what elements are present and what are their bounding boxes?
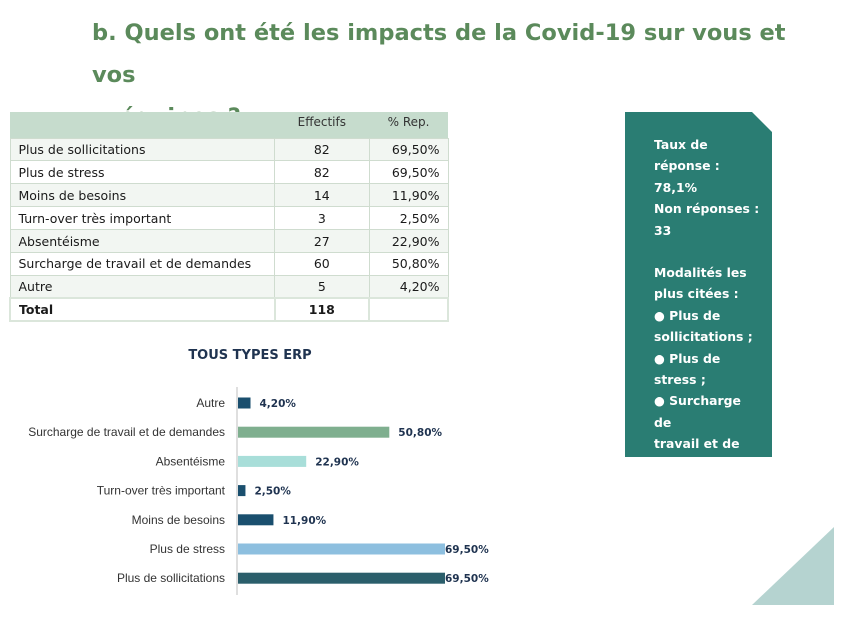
bar: [238, 455, 307, 467]
value-label: 2,50%: [254, 486, 291, 498]
table-row: Plus de stress 82 69,50%: [9, 160, 449, 185]
corner-triangle: [752, 527, 834, 605]
info-line: sollicitations ;: [654, 329, 753, 345]
row-count: 5: [274, 274, 370, 299]
total-label: Total: [9, 297, 276, 323]
category-label: Autre: [196, 396, 225, 410]
row-count: 27: [274, 229, 370, 253]
corner-decoration: [752, 527, 834, 605]
header-label: [10, 112, 275, 138]
row-pct: 2,50%: [368, 206, 449, 231]
info-line: Taux de: [654, 137, 708, 152]
info-line: stress ;: [654, 372, 706, 388]
info-line: ● Surcharge de: [654, 393, 741, 430]
results-table: Effectifs % Rep. Plus de sollicitations …: [9, 112, 449, 323]
row-label: Plus de sollicitations: [9, 137, 276, 162]
total-count: 118: [273, 297, 371, 323]
row-label: Turn-over très important: [9, 206, 276, 231]
category-label: Absentéisme: [156, 454, 226, 468]
info-line: réponse : 78,1%: [654, 158, 720, 195]
row-count: 60: [274, 251, 370, 276]
value-label: 69,50%: [445, 544, 489, 556]
info-line: ● Plus de: [654, 307, 721, 323]
bar: [238, 426, 390, 438]
category-label: Plus de sollicitations: [117, 571, 225, 585]
category-label: Moins de besoins: [132, 513, 225, 527]
row-pct: 69,50%: [368, 160, 449, 185]
bar-chart: Autre 4,20% Surcharge de travail et de dem…: [28, 387, 489, 595]
row-count: 3: [274, 206, 370, 231]
row-pct: 50,80%: [368, 251, 449, 276]
info-line: travail et de: [654, 436, 740, 452]
table-header-row: Effectifs % Rep.: [10, 112, 448, 138]
bar: [238, 397, 251, 409]
info-line: ● Plus de: [654, 350, 721, 366]
row-count: 82: [274, 160, 370, 185]
header-pct-rep: % Rep.: [369, 112, 448, 138]
row-label: Moins de besoins: [9, 183, 276, 208]
table-row: Plus de sollicitations 82 69,50%: [9, 137, 449, 162]
row-label: Absentéisme: [9, 229, 276, 253]
bar: [238, 514, 274, 526]
value-label: 11,90%: [282, 515, 326, 527]
chart-title: TOUS TYPES ERP: [188, 348, 312, 363]
info-line: plus citées :: [654, 286, 739, 302]
table-total-row: Total 118: [9, 297, 449, 323]
value-label: 50,80%: [398, 427, 442, 439]
value-label: 4,20%: [260, 398, 297, 410]
bar: [238, 485, 246, 497]
value-label: 22,90%: [315, 456, 359, 468]
table-row: Surcharge de travail et de demandes 60 5…: [9, 251, 449, 276]
bar: [238, 543, 445, 555]
info-line: 33: [654, 222, 672, 238]
row-pct: 11,90%: [368, 183, 449, 208]
row-pct: 69,50%: [368, 137, 449, 162]
table-row: Autre 5 4,20%: [9, 274, 449, 299]
row-pct: 22,90%: [368, 229, 449, 253]
category-label: Surcharge de travail et de demandes: [28, 425, 225, 439]
table-row: Moins de besoins 14 11,90%: [9, 183, 449, 208]
row-label: Autre: [9, 274, 276, 299]
info-box: Taux de réponse : 78,1% Non réponses : 3…: [625, 112, 772, 457]
info-line: demandes: [654, 455, 762, 457]
row-count: 14: [274, 183, 370, 208]
table-row: Absentéisme 27 22,90%: [9, 229, 449, 253]
row-count: 82: [274, 137, 370, 162]
total-pct: [368, 297, 449, 323]
info-line: Non réponses :: [654, 201, 760, 217]
category-label: Turn-over très important: [97, 484, 226, 498]
row-pct: 4,20%: [368, 274, 449, 299]
row-label: Plus de stress: [9, 160, 276, 185]
bar: [238, 572, 445, 584]
header-effectifs: Effectifs: [274, 112, 370, 138]
category-label: Plus de stress: [150, 542, 225, 556]
value-label: 69,50%: [445, 573, 489, 585]
page-title-line-1: b. Quels ont été les impacts de la Covid…: [92, 20, 786, 88]
table-row: Turn-over très important 3 2,50%: [9, 206, 449, 231]
info-line: Modalités les: [654, 265, 747, 281]
row-label: Surcharge de travail et de demandes: [9, 251, 276, 276]
